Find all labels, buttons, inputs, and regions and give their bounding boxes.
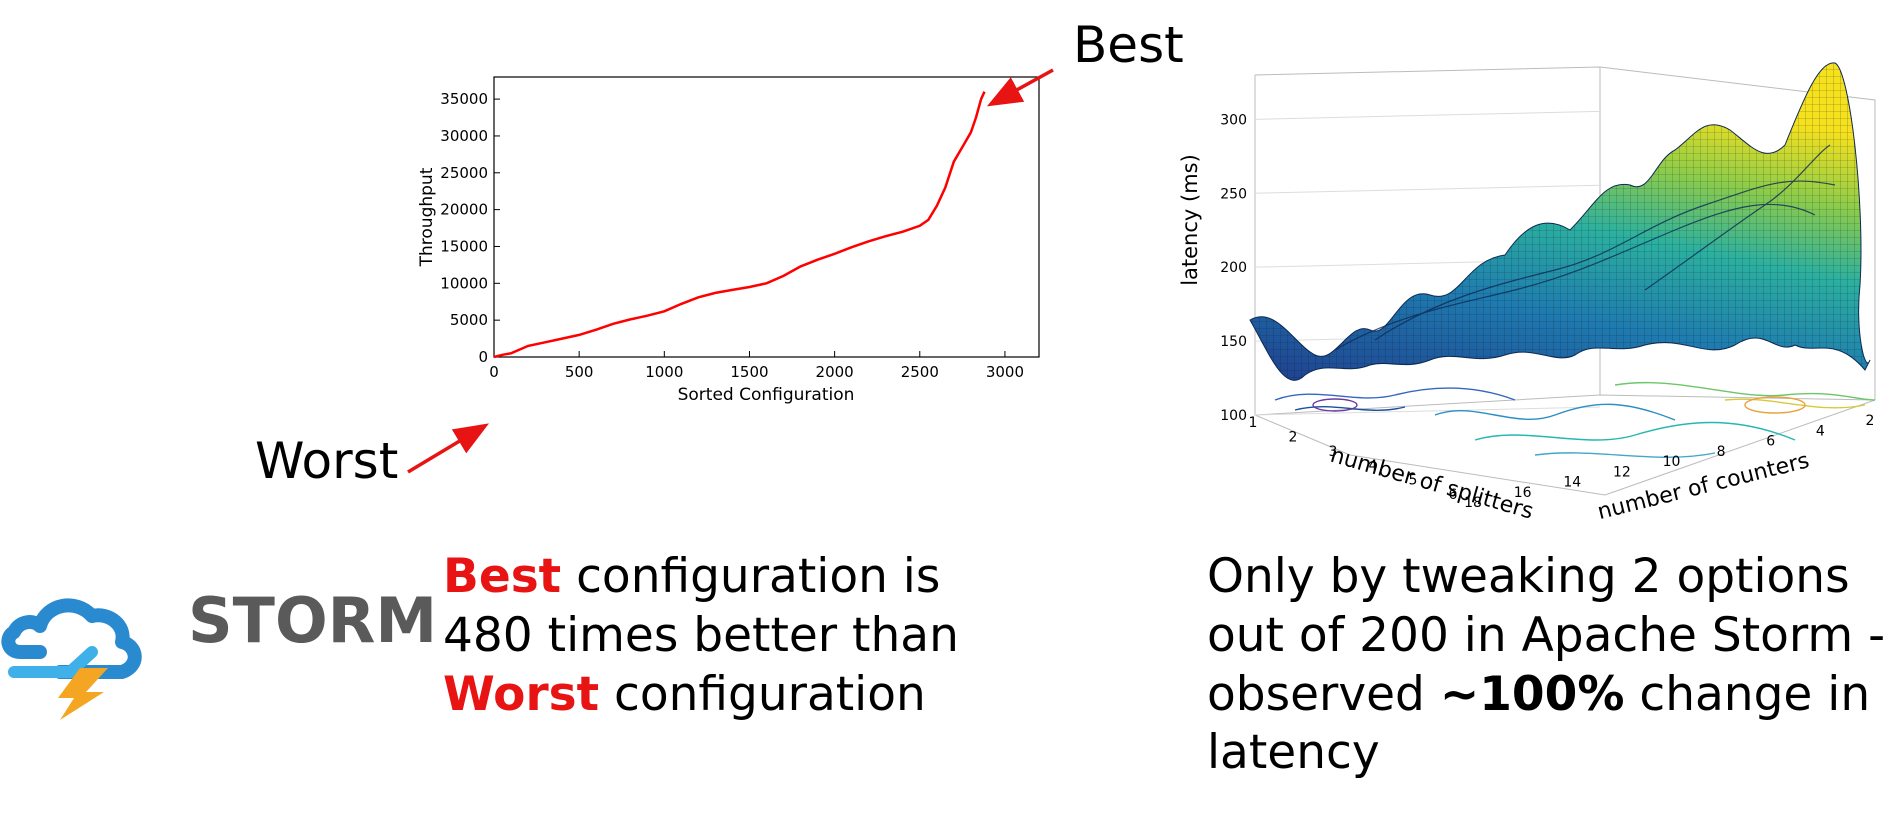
throughput-series-line xyxy=(493,91,986,359)
y3-tick-label: 4 xyxy=(1816,423,1825,439)
caption-best-word: Best xyxy=(443,549,562,604)
x-tick-label: 1000 xyxy=(645,363,683,381)
x3-tick-label: 6 xyxy=(1449,487,1458,503)
worst-annotation: Worst xyxy=(255,432,399,490)
best-annotation: Best xyxy=(1073,16,1184,74)
z-gridline xyxy=(1254,184,1601,194)
y3-tick-label: 10 xyxy=(1663,454,1681,470)
y3-tick-label: 6 xyxy=(1766,434,1775,450)
x-tick-label: 500 xyxy=(565,363,594,381)
plot-frame xyxy=(493,76,1040,358)
y-tick-label: 0 xyxy=(478,348,488,366)
y-tick-label: 25000 xyxy=(440,164,488,182)
x3-tick-label: 5 xyxy=(1409,473,1418,489)
z-tick-label: 100 xyxy=(1220,408,1247,424)
y-tick-label: 20000 xyxy=(440,201,488,219)
y3-tick-label: 8 xyxy=(1717,444,1726,460)
storm-logo: STORM xyxy=(0,560,437,720)
z-gridline xyxy=(1254,110,1601,120)
z-tick-label: 300 xyxy=(1220,112,1247,128)
caption-worst-word: Worst xyxy=(443,666,600,722)
y-tick-label: 35000 xyxy=(440,90,488,108)
caption-right-part2: change in latency xyxy=(1207,666,1871,781)
x3-tick-label: 2 xyxy=(1289,429,1298,445)
caption-right-bold: ~100% xyxy=(1439,666,1625,722)
x3-tick-label: 4 xyxy=(1369,458,1378,474)
z-gridline xyxy=(1254,406,1601,416)
z-axis-label: latency (ms) xyxy=(1178,154,1202,286)
x-tick-label: 1500 xyxy=(730,363,768,381)
z-tick-label: 250 xyxy=(1220,186,1247,202)
z-tick-label: 150 xyxy=(1220,334,1247,350)
y-tick-label: 30000 xyxy=(440,127,488,145)
x-axis-label-3d: number of splitters xyxy=(1327,443,1536,525)
floor-contours xyxy=(1274,381,1876,458)
y-tick-label: 5000 xyxy=(450,311,488,329)
x-tick-label: 3000 xyxy=(986,363,1024,381)
best-arrow xyxy=(986,68,1054,107)
y3-tick-label: 14 xyxy=(1563,475,1581,491)
x-tick-label: 2000 xyxy=(816,363,854,381)
surface-mesh xyxy=(1250,62,1870,381)
y-tick-label: 15000 xyxy=(440,237,488,255)
x-axis-label: Sorted Configuration xyxy=(678,385,855,405)
throughput-chart: 0 500 1000 1500 2000 2500 3000 0 5000 10000 15000… xyxy=(417,76,1040,405)
y-axis-label: Throughput xyxy=(417,167,437,267)
caption-left-part1: configuration is 480 times better than xyxy=(443,549,959,663)
y3-tick-label: 2 xyxy=(1866,413,1875,429)
caption-right: Only by tweaking 2 options out of 200 in… xyxy=(1207,548,1892,783)
z-tick-label: 200 xyxy=(1220,260,1247,276)
y3-tick-label: 18 xyxy=(1464,495,1482,511)
caption-right-part1: Only by tweaking 2 options out of 200 in… xyxy=(1207,549,1886,722)
x-tick-label: 0 xyxy=(489,363,499,381)
storm-logo-text: STORM xyxy=(188,584,438,657)
x-tick-label: 2500 xyxy=(901,363,939,381)
caption-left: Best configuration is 480 times better t… xyxy=(443,548,1043,724)
caption-left-part2: configuration xyxy=(599,666,926,722)
storm-cloud-icon xyxy=(1,598,142,720)
x3-tick-label: 3 xyxy=(1329,444,1338,460)
y3-tick-label: 12 xyxy=(1613,464,1631,480)
y-tick-label: 10000 xyxy=(440,274,488,292)
y3-tick-label: 16 xyxy=(1514,485,1532,501)
worst-arrow xyxy=(407,423,490,474)
x3-tick-label: 1 xyxy=(1249,415,1258,431)
